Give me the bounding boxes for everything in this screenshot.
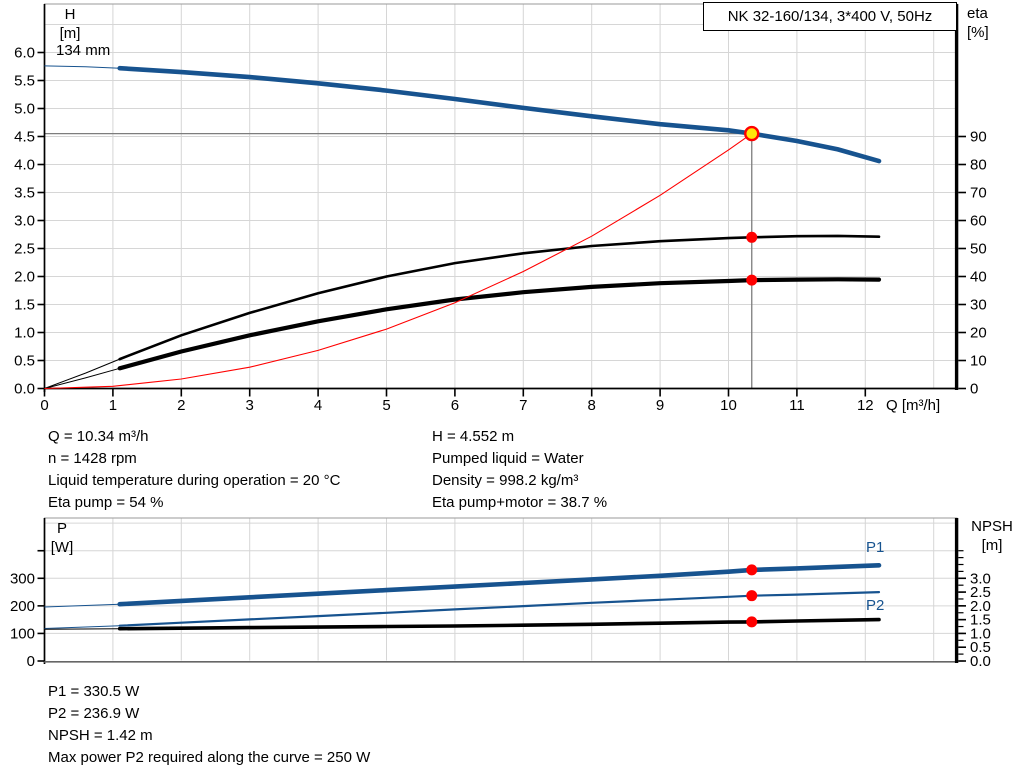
eta-pump-curve bbox=[118, 234, 881, 361]
power-npsh-info-block: P1 = 330.5 W P2 = 236.9 W NPSH = 1.42 m Max… bbox=[48, 681, 370, 769]
npsh-axis-symbol: NPSH bbox=[971, 518, 1013, 535]
svg-text:0: 0 bbox=[40, 397, 48, 414]
flow-axis-title: Q [m³/h] bbox=[886, 397, 941, 414]
head-axis-title: H [m] bbox=[48, 5, 92, 43]
svg-text:4: 4 bbox=[314, 397, 322, 414]
svg-text:2.0: 2.0 bbox=[970, 598, 991, 615]
svg-text:4.0: 4.0 bbox=[14, 157, 35, 174]
svg-text:1: 1 bbox=[109, 397, 117, 414]
svg-text:3.0: 3.0 bbox=[14, 213, 35, 230]
svg-text:8: 8 bbox=[588, 397, 596, 414]
info-line: P1 = 330.5 W bbox=[48, 683, 140, 700]
svg-text:30: 30 bbox=[970, 297, 987, 314]
svg-text:60: 60 bbox=[970, 213, 987, 230]
head-curve bbox=[117, 65, 882, 164]
p2-marker bbox=[746, 590, 758, 602]
eta-pump-motor-curve-min-flow bbox=[44, 367, 120, 389]
bottom-power-npsh-chart: 0 100 200 300 0.00.51.01.52.02.53.0 bbox=[10, 517, 991, 670]
svg-text:9: 9 bbox=[656, 397, 664, 414]
svg-text:70: 70 bbox=[970, 185, 987, 202]
info-line: n = 1428 rpm bbox=[48, 450, 137, 467]
info-line: P2 = 236.9 W bbox=[48, 705, 140, 722]
eta-pump-motor-marker bbox=[746, 274, 758, 286]
svg-text:0.0: 0.0 bbox=[970, 653, 991, 670]
p2-curve-label: P2 bbox=[866, 597, 885, 614]
svg-text:100: 100 bbox=[10, 625, 35, 642]
svg-text:300: 300 bbox=[10, 570, 35, 587]
svg-text:2.5: 2.5 bbox=[14, 241, 35, 258]
info-line: Liquid temperature during operation = 20… bbox=[48, 472, 341, 489]
svg-text:0.0: 0.0 bbox=[14, 381, 35, 398]
svg-text:90: 90 bbox=[970, 129, 987, 146]
svg-text:1.0: 1.0 bbox=[14, 325, 35, 342]
power-axis-title: P [W] bbox=[40, 519, 84, 557]
head-axis-symbol: H bbox=[64, 6, 76, 23]
p1-curve bbox=[117, 563, 882, 607]
svg-text:3.0: 3.0 bbox=[970, 570, 991, 587]
svg-text:40: 40 bbox=[970, 269, 987, 286]
p1-marker bbox=[746, 564, 758, 576]
svg-text:200: 200 bbox=[10, 598, 35, 615]
svg-text:1.5: 1.5 bbox=[14, 297, 35, 314]
p1-curve-min-flow bbox=[44, 603, 120, 608]
info-line: Pumped liquid = Water bbox=[432, 450, 584, 467]
svg-text:1.5: 1.5 bbox=[970, 612, 991, 629]
duty-info-left-column: Q = 10.34 m³/h n = 1428 rpm Liquid tempera… bbox=[48, 426, 340, 514]
duty-point-marker bbox=[744, 125, 760, 142]
svg-text:3: 3 bbox=[246, 397, 254, 414]
svg-text:2.0: 2.0 bbox=[14, 269, 35, 286]
eta-axis-unit: [%] bbox=[967, 24, 989, 41]
pump-type-label: NK 32-160/134, 3*400 V, 50Hz bbox=[703, 2, 957, 31]
npsh-axis-unit: [m] bbox=[981, 537, 1003, 554]
eta-pump-curve-min-flow bbox=[44, 358, 120, 389]
svg-text:0: 0 bbox=[970, 381, 978, 398]
svg-text:0.5: 0.5 bbox=[970, 639, 991, 656]
info-line: NPSH = 1.42 m bbox=[48, 727, 153, 744]
svg-text:7: 7 bbox=[519, 397, 527, 414]
p1-curve-label: P1 bbox=[866, 539, 885, 556]
power-axis-unit: [W] bbox=[50, 539, 74, 556]
impeller-diameter-label: 134 mm bbox=[56, 42, 111, 59]
svg-text:6: 6 bbox=[451, 397, 459, 414]
npsh-curve-min-flow bbox=[44, 628, 120, 630]
svg-text:4.5: 4.5 bbox=[14, 129, 35, 146]
npsh-marker bbox=[746, 616, 758, 628]
eta-axis-title: eta [%] bbox=[967, 4, 1011, 42]
duty-info-right-column: H = 4.552 m Pumped liquid = Water Density … bbox=[432, 426, 607, 514]
svg-text:50: 50 bbox=[970, 241, 987, 258]
info-line: Density = 998.2 kg/m³ bbox=[432, 472, 579, 489]
system-curve bbox=[44, 133, 753, 390]
svg-text:5.0: 5.0 bbox=[14, 101, 35, 118]
npsh-axis-title: NPSH [m] bbox=[962, 517, 1022, 555]
top-performance-chart: 0.0 0.5 1.0 1.5 2.0 2.5 3.0 3.5 4.0 4.5 5.0 5.5 6.0 0… bbox=[14, 3, 987, 414]
head-curve-min-flow bbox=[44, 65, 120, 69]
svg-text:3.5: 3.5 bbox=[14, 185, 35, 202]
info-line: Eta pump = 54 % bbox=[48, 494, 164, 511]
p2-curve-min-flow bbox=[44, 625, 120, 629]
svg-text:0.5: 0.5 bbox=[14, 353, 35, 370]
svg-text:5.5: 5.5 bbox=[14, 73, 35, 90]
svg-text:80: 80 bbox=[970, 157, 987, 174]
svg-text:12: 12 bbox=[857, 397, 874, 414]
svg-text:0: 0 bbox=[27, 653, 35, 670]
svg-text:5: 5 bbox=[382, 397, 390, 414]
svg-text:6.0: 6.0 bbox=[14, 45, 35, 62]
svg-text:2: 2 bbox=[177, 397, 185, 414]
info-line: Max power P2 required along the curve = … bbox=[48, 749, 371, 766]
svg-text:2.5: 2.5 bbox=[970, 584, 991, 601]
head-axis-unit: [m] bbox=[59, 25, 81, 42]
power-axis-symbol: P bbox=[56, 520, 67, 537]
svg-text:11: 11 bbox=[789, 397, 805, 414]
svg-text:20: 20 bbox=[970, 325, 987, 342]
eta-axis-symbol: eta bbox=[967, 5, 988, 22]
info-line: Q = 10.34 m³/h bbox=[48, 428, 149, 445]
info-line: H = 4.552 m bbox=[432, 428, 515, 445]
eta-pump-marker bbox=[746, 231, 758, 243]
svg-text:10: 10 bbox=[720, 397, 737, 414]
info-line: Eta pump+motor = 38.7 % bbox=[432, 494, 608, 511]
svg-text:10: 10 bbox=[970, 353, 987, 370]
eta-pump-motor-curve bbox=[117, 277, 882, 371]
svg-text:1.0: 1.0 bbox=[970, 625, 991, 642]
